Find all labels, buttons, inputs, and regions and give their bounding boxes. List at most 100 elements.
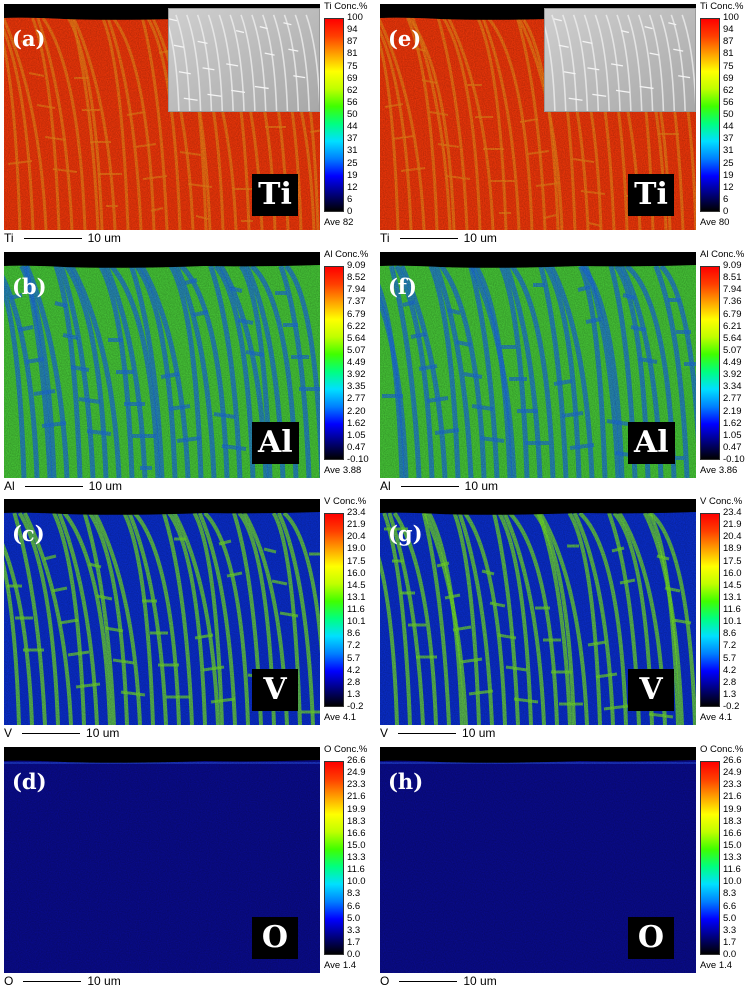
colorbar-tick-label: 19 (347, 170, 358, 181)
colorbar-tick-label: 0 (347, 206, 353, 217)
scale-element: V (380, 726, 389, 740)
colorbar-tick-label: 16.6 (347, 828, 366, 839)
element-label: V (252, 669, 298, 711)
panel-label: (f) (388, 274, 417, 299)
colorbar-tick-label: 87 (723, 36, 734, 47)
average-value: Ave 4.1 (700, 712, 733, 723)
colorbar-tick-label: 75 (347, 61, 358, 72)
panel-label: (b) (12, 274, 47, 299)
scale-bar: O 10 um (380, 974, 497, 988)
colorbar-ticks: 23.4 21.9 20.4 18.9 17.5 16.0 14.5 13.1 11.6 10.1… (723, 508, 752, 712)
colorbar-ticks: 100 94 87 81 75 69 62 56 50 44 37 31 25 19 12 6 0 (723, 13, 752, 217)
scale-bar: Al 10 um (380, 479, 498, 493)
average-value: Ave 1.4 (324, 960, 357, 971)
colorbar-tick-label: 10.0 (723, 876, 742, 887)
colorbar-tick-label: 24.9 (347, 767, 366, 778)
colorbar-tick-label: 7.2 (723, 640, 737, 651)
colorbar (700, 18, 720, 212)
colorbar-tick-label: 6 (347, 194, 353, 205)
colorbar-tick-label: 4.49 (347, 357, 366, 368)
colorbar-tick-label: 6 (723, 194, 729, 205)
scale-line (399, 237, 458, 239)
colorbar-tick-label: 23.3 (723, 779, 742, 790)
colorbar-title: O Conc.% (700, 744, 744, 755)
colorbar-tick-label: 5.7 (347, 653, 361, 664)
colorbar-tick-label: 7.37 (347, 296, 366, 307)
element-label: Al (252, 422, 299, 464)
colorbar-tick-label: 1.62 (723, 418, 742, 429)
colorbar-tick-label: 3.3 (723, 925, 737, 936)
average-value: Ave 4.1 (324, 712, 357, 723)
map-panel-v-c: (c) V V Conc.% 23.4 21.9 20.4 19.0 17.5 16.0 14.5… (0, 495, 376, 743)
sem-inset-image (544, 8, 696, 112)
map-panel-ti-e: (e) Ti Ti Conc.% 100 94 87 81 75 69 62 56 50 44 37 31 2… (376, 0, 752, 248)
colorbar-tick-label: 1.62 (347, 418, 366, 429)
colorbar-tick-label: 19.9 (347, 804, 366, 815)
element-label: Ti (628, 174, 674, 216)
colorbar-tick-label: 75 (723, 61, 734, 72)
colorbar-tick-label: 9.09 (347, 260, 366, 271)
element-label: O (252, 917, 298, 959)
colorbar-tick-label: 6.22 (347, 321, 366, 332)
colorbar-tick-label: 1.3 (723, 689, 737, 700)
colorbar-tick-label: 2.77 (723, 393, 742, 404)
colorbar-tick-label: 7.36 (723, 296, 742, 307)
colorbar-tick-label: 56 (723, 97, 734, 108)
colorbar-tick-label: 18.3 (723, 816, 742, 827)
colorbar-tick-label: 62 (723, 85, 734, 96)
panel-label: (a) (12, 26, 46, 51)
colorbar-tick-label: 4.49 (723, 357, 742, 368)
scale-bar: Ti 10 um (4, 231, 121, 245)
colorbar-tick-label: 8.6 (723, 628, 737, 639)
colorbar-tick-label: 25 (347, 158, 358, 169)
colorbar-tick-label: 3.3 (347, 925, 361, 936)
colorbar-tick-label: 19.0 (347, 543, 366, 554)
colorbar-tick-label: 7.2 (347, 640, 361, 651)
scale-text: 10 um (87, 231, 121, 245)
colorbar-tick-label: 81 (347, 48, 358, 59)
panel-label: (d) (12, 769, 47, 794)
colorbar-title: Al Conc.% (700, 249, 745, 260)
average-value: Ave 3.88 (324, 465, 362, 476)
colorbar-tick-label: 21.6 (723, 791, 742, 802)
colorbar-tick-label: 1.3 (347, 689, 361, 700)
colorbar-tick-label: 0.0 (347, 949, 361, 960)
colorbar-tick-label: 44 (347, 121, 358, 132)
colorbar-tick-label: 13.3 (347, 852, 366, 863)
scale-element: V (4, 726, 13, 740)
scale-line (398, 732, 457, 734)
colorbar-tick-label: 25 (723, 158, 734, 169)
scale-text: 10 um (88, 479, 123, 493)
scale-element: Ti (380, 231, 390, 245)
average-value: Ave 3.86 (700, 465, 738, 476)
colorbar-tick-label: 2.8 (347, 677, 361, 688)
colorbar-ticks: 26.6 24.9 23.3 21.6 19.9 18.3 16.6 15.0 13.3 11.6… (347, 756, 376, 960)
colorbar-title: Ti Conc.% (700, 1, 744, 12)
colorbar-tick-label: 13.3 (723, 852, 742, 863)
colorbar-tick-label: 3.92 (723, 369, 742, 380)
colorbar-tick-label: 18.9 (723, 543, 742, 554)
scale-bar: V 10 um (4, 726, 119, 740)
colorbar-tick-label: 12 (723, 182, 734, 193)
colorbar-tick-label: 6.79 (723, 309, 742, 320)
scale-line (400, 485, 459, 487)
scale-line (23, 980, 82, 982)
colorbar-tick-label: 2.8 (723, 677, 737, 688)
scale-element: Ti (4, 231, 14, 245)
elemental-map: (e) Ti (380, 4, 696, 230)
colorbar-ticks: 23.4 21.9 20.4 19.0 17.5 16.0 14.5 13.1 11.6 10.1… (347, 508, 376, 712)
colorbar-tick-label: 1.7 (347, 937, 361, 948)
colorbar-tick-label: 15.0 (347, 840, 366, 851)
scale-text: 10 um (86, 726, 120, 740)
colorbar-tick-label: 11.6 (347, 864, 365, 875)
colorbar-tick-label: 62 (347, 85, 358, 96)
colorbar-tick-label: -0.2 (347, 701, 364, 712)
average-value: Ave 1.4 (700, 960, 733, 971)
scale-text: 10 um (87, 974, 121, 988)
colorbar-tick-label: 14.5 (723, 580, 742, 591)
panel-label: (c) (12, 521, 45, 546)
scale-element: O (380, 974, 390, 988)
colorbar-tick-label: 16.0 (347, 568, 366, 579)
colorbar-title: O Conc.% (324, 744, 368, 755)
scale-bar: V 10 um (380, 726, 495, 740)
